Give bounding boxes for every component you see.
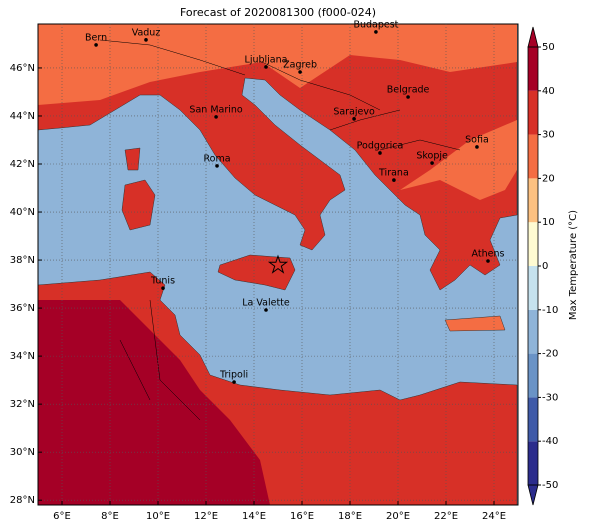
y-tick-label: 46°N [10,63,35,74]
city-dot [430,161,434,165]
map-area [38,24,518,505]
city-dot [392,178,396,182]
colorbar-band [528,353,538,398]
city-label: Tirana [378,168,409,179]
crete [444,315,506,332]
colorbar-tick-label: 10 [542,217,555,228]
borders [99,39,461,421]
colorbar-tick-label: -50 [542,480,558,491]
city-dot [264,308,268,312]
map-frame [37,23,519,506]
city-label: Belgrade [387,85,430,96]
city-label: Sofia [465,134,489,145]
city-dot [486,259,490,263]
colorbar-tick-label: 30 [542,130,555,141]
city-label: Podgorica [357,140,404,151]
colorbar-tick-label: -40 [542,436,558,447]
city-dot [215,164,219,168]
city-dot [298,70,302,74]
colorbar-extend-top [527,26,539,48]
city-label: Vaduz [132,27,161,38]
colorbar-band [528,441,538,485]
colorbar-tick-label: -20 [542,349,558,360]
city-label: Ljubljana [245,54,288,65]
y-tick-label: 36°N [10,303,35,314]
corsica [124,147,141,171]
city-label: Tripoli [219,370,248,381]
title: Forecast of 2020081300 (f000-024) [180,6,376,19]
y-tick-label: 32°N [10,399,35,410]
y-tick-label: 30°N [10,447,35,458]
x-tick-label: 18°E [338,511,362,522]
y-tick-label: 34°N [10,351,35,362]
sicily [217,254,296,291]
colorbar-band [528,222,538,266]
colorbar-tick-label: 20 [542,173,555,184]
city-label: Zagreb [283,60,317,71]
x-tick-label: 10°E [146,511,170,522]
x-tick-label: 16°E [290,511,314,522]
city-dot [232,380,236,384]
x-tick-label: 8°E [101,511,119,522]
city-dot [144,38,148,42]
y-tick-label: 42°N [10,159,35,170]
colorbar-tick-label: -30 [542,392,558,403]
city-label: San Marino [189,104,242,115]
warm-zone [38,24,517,200]
city-dot [161,286,165,290]
colorbar-tick-label: 50 [542,42,555,53]
x-tick-label: 20°E [386,511,410,522]
colorbar-label: Max Temperature (°C) [568,210,579,320]
city-dot [374,30,378,34]
sardinia [121,179,156,231]
city-label: Tunis [150,276,175,287]
colorbar-band [528,266,538,310]
x-tick-label: 24°E [482,511,506,522]
colorbar-band [528,309,538,354]
x-tick-label: 14°E [242,511,266,522]
city-dot [94,43,98,47]
hot-zone [38,300,270,505]
y-tick-label: 44°N [10,111,35,122]
city-label: Sarajevo [333,106,375,117]
city-dot [475,145,479,149]
city-label: Budapest [353,19,398,30]
colorbar-tick-label: 0 [542,261,548,272]
city-dot [214,115,218,119]
colorbar-band [528,47,538,91]
colorbar-band [528,397,538,442]
city-dot [406,95,410,99]
forecast-point [267,254,289,274]
colorbar-tick-label: 40 [542,86,555,97]
y-tick-label: 40°N [10,207,35,218]
city-dot [264,65,268,69]
city-label: Bern [85,32,107,43]
city-dot [352,117,356,121]
city-label: Roma [204,153,231,164]
x-tick-label: 6°E [53,511,71,522]
y-tick-label: 38°N [10,255,35,266]
colorbar-band [528,134,538,179]
colorbar-extend-bottom [527,484,539,506]
city-label: Skopje [416,151,448,162]
city-dot [378,151,382,155]
x-tick-label: 12°E [194,511,218,522]
colorbar-band [528,178,538,223]
colorbar-tick-label: -10 [542,305,558,316]
city-label: La Valette [242,298,290,309]
y-tick-label: 28°N [10,495,35,506]
city-label: Athens [472,249,505,260]
x-tick-label: 22°E [434,511,458,522]
colorbar-band [528,90,538,135]
